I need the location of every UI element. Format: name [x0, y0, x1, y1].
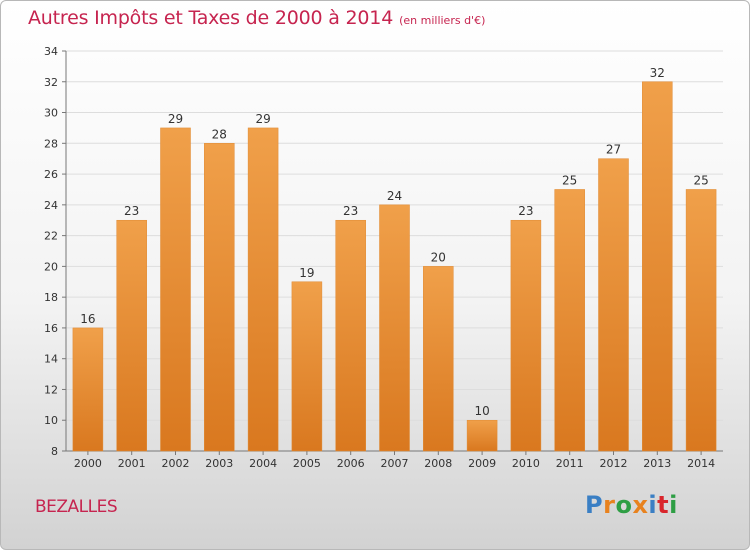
data-label: 19 [299, 266, 314, 280]
chart-title-text: Autres Impôts et Taxes de 2000 à 2014 [28, 7, 394, 29]
y-tick-label: 26 [44, 168, 58, 181]
data-label: 20 [431, 250, 446, 264]
logo-letter: P [585, 491, 604, 519]
data-label: 23 [518, 204, 533, 218]
data-label: 29 [168, 112, 183, 126]
chart-subtitle: (en milliers d'€) [399, 14, 486, 27]
y-tick-label: 20 [44, 260, 58, 273]
chart-title: Autres Impôts et Taxes de 2000 à 2014 (en… [28, 7, 485, 29]
logo-letter: r [603, 491, 616, 519]
y-tick-label: 32 [44, 76, 58, 89]
logo-letter: x [632, 491, 649, 519]
x-tick-label: 2001 [118, 457, 146, 470]
x-tick-label: 2011 [556, 457, 584, 470]
data-label: 25 [693, 173, 708, 187]
bar-2011 [554, 189, 585, 452]
logo-letter: i [648, 491, 658, 519]
y-tick-label: 34 [44, 45, 58, 58]
bar-2006 [335, 219, 366, 452]
x-tick-label: 2002 [162, 457, 190, 470]
y-tick-label: 8 [51, 445, 58, 458]
y-tick-label: 10 [44, 414, 58, 427]
x-tick-label: 2009 [468, 457, 496, 470]
y-tick-label: 18 [44, 291, 58, 304]
logo-letter: i [669, 491, 678, 519]
bar-2013 [642, 81, 673, 452]
bars [72, 81, 717, 452]
commune-name: BEZALLES [35, 497, 118, 517]
y-tick-label: 24 [44, 199, 58, 212]
data-label: 23 [124, 204, 139, 218]
data-label: 25 [562, 173, 577, 187]
bar-2014 [685, 189, 717, 452]
x-tick-label: 2010 [512, 457, 540, 470]
proxiti-logo[interactable]: Proxiti [585, 491, 678, 519]
data-label: 27 [606, 143, 621, 157]
y-tick-label: 16 [44, 322, 58, 335]
bar-2007 [379, 204, 410, 452]
logo-letter: t [657, 491, 670, 519]
x-tick-label: 2004 [249, 457, 277, 470]
y-tick-label: 14 [44, 353, 58, 366]
data-label: 28 [212, 127, 227, 141]
x-tick-label: 2000 [74, 457, 102, 470]
bar-2009 [466, 419, 498, 452]
x-tick-label: 2012 [600, 457, 628, 470]
bar-2003 [204, 143, 235, 452]
y-tick-label: 22 [44, 230, 58, 243]
y-tick-label: 30 [44, 107, 58, 120]
data-label: 32 [650, 66, 665, 80]
data-label: 23 [343, 204, 358, 218]
bar-2012 [598, 158, 629, 452]
data-label: 10 [474, 404, 489, 418]
x-tick-label: 2014 [687, 457, 715, 470]
labels: 8 10 12 14 16 18 20 22 24 26 28 30 32 34 16 2000 23 2001 2… [44, 45, 715, 470]
y-tick-label: 12 [44, 383, 58, 396]
bar-2002 [160, 127, 191, 452]
data-label: 24 [387, 189, 402, 203]
bar-2005 [291, 281, 323, 452]
data-label: 29 [255, 112, 270, 126]
bar-2004 [247, 127, 279, 452]
y-tick-label: 28 [44, 137, 58, 150]
x-tick-label: 2005 [293, 457, 321, 470]
data-label: 16 [80, 312, 95, 326]
x-tick-label: 2007 [381, 457, 409, 470]
x-tick-label: 2003 [205, 457, 233, 470]
bar-2001 [116, 219, 147, 452]
bar-2000 [72, 327, 104, 452]
bar-2010 [510, 219, 542, 452]
logo-letter: o [615, 491, 633, 519]
x-tick-label: 2006 [337, 457, 365, 470]
x-tick-label: 2013 [643, 457, 671, 470]
bar-2008 [423, 266, 454, 452]
x-tick-label: 2008 [424, 457, 452, 470]
